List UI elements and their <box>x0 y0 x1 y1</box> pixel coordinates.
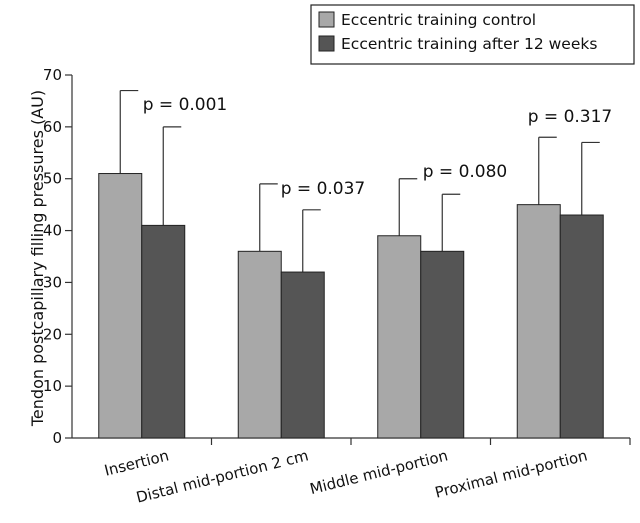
y-tick-label: 70 <box>43 66 62 84</box>
bar <box>420 250 465 439</box>
p-value-label: p = 0.037 <box>281 179 366 199</box>
y-tick-label: 60 <box>43 118 62 136</box>
legend-swatch <box>318 35 335 52</box>
y-tick-label: 30 <box>43 273 62 291</box>
p-value-label: p = 0.001 <box>143 95 228 115</box>
y-axis-title: Tendon postcapillary filling pressures (… <box>28 90 47 427</box>
y-tick-label: 50 <box>43 170 62 188</box>
legend-swatch <box>318 11 335 28</box>
x-tick-label: Middle mid-portion <box>308 446 450 498</box>
x-tick-label: Insertion <box>102 446 170 479</box>
y-tick-label: 20 <box>43 325 62 343</box>
p-value-label: p = 0.317 <box>528 107 613 127</box>
bar <box>237 250 282 439</box>
x-tick-label: Proximal mid-portion <box>433 446 589 501</box>
bar <box>98 173 143 439</box>
bar <box>377 235 422 439</box>
bar <box>559 214 604 439</box>
p-value-label: p = 0.080 <box>423 162 508 182</box>
y-tick-label: 10 <box>43 377 62 395</box>
bar <box>141 224 186 439</box>
bar <box>280 271 325 439</box>
bars-group <box>98 89 604 439</box>
legend-box <box>310 4 635 65</box>
y-tick-label: 0 <box>52 429 62 447</box>
legend-label: Eccentric training control <box>341 11 536 29</box>
bar <box>516 204 561 439</box>
legend-label: Eccentric training after 12 weeks <box>341 35 597 53</box>
y-tick-label: 40 <box>43 222 62 240</box>
annotations-group: p = 0.001 p = 0.037 p = 0.080 p = 0.317 <box>143 95 613 199</box>
legend: Eccentric training control Eccentric trai… <box>310 4 635 65</box>
y-axis: 0 10 20 30 40 50 60 70 <box>43 66 73 447</box>
